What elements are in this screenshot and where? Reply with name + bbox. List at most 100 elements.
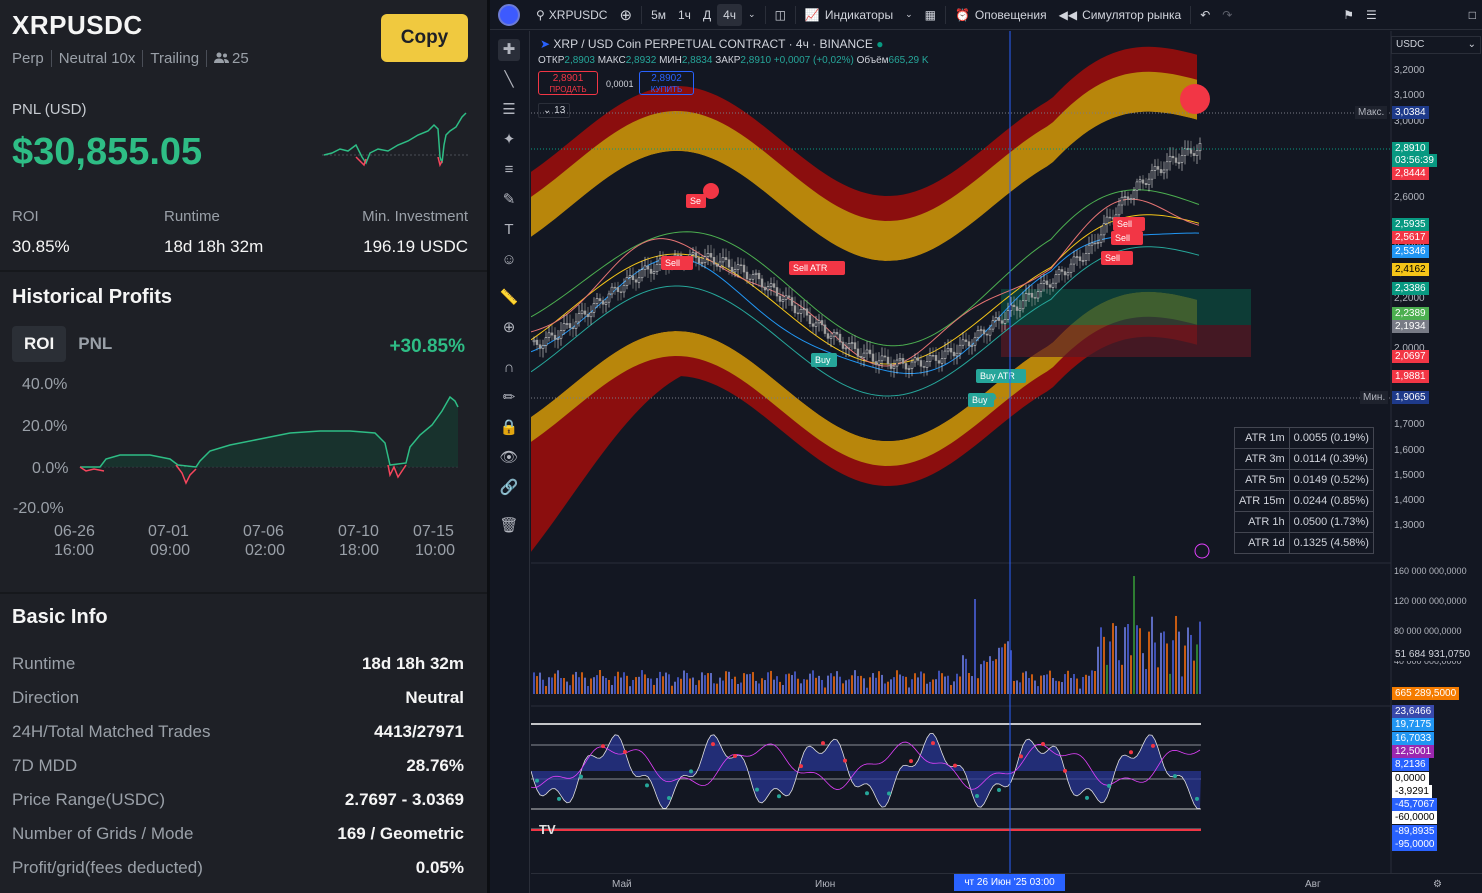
volume-bar <box>860 675 862 694</box>
candle <box>820 320 824 326</box>
candle <box>1198 143 1202 152</box>
square-icon: □ <box>1468 7 1476 22</box>
settings-button[interactable]: ☰ <box>1360 0 1383 30</box>
volume-bar <box>1046 674 1048 694</box>
candle <box>748 278 752 281</box>
atr-row: ATR 1m 0.0055 (0.19%) <box>1234 427 1374 449</box>
tab-pnl[interactable]: PNL <box>78 334 113 353</box>
volume-bar <box>1178 631 1180 694</box>
copy-button[interactable]: Copy <box>381 14 468 62</box>
plus-circle-icon: ⊕ <box>619 6 633 24</box>
settings-icon[interactable]: ⚙ <box>1433 879 1442 890</box>
link-icon[interactable]: 🔗 <box>499 479 519 496</box>
indicators-button[interactable]: 📈 Индикаторы ⌄ <box>804 7 913 22</box>
long-zone <box>1001 289 1251 325</box>
currency-select[interactable]: USDC ⌄ <box>1391 36 1481 54</box>
layouts-button[interactable]: ▦ <box>919 0 942 30</box>
volume-bar <box>1169 673 1171 694</box>
lock-icon[interactable]: 🔒 <box>499 419 519 436</box>
volume-bar <box>755 680 757 694</box>
volume-bar <box>812 670 814 694</box>
level-tag: 1,9881 <box>1392 370 1429 383</box>
volume-bar <box>839 676 841 694</box>
sell-label: Sell <box>1111 231 1143 245</box>
candle <box>904 363 908 370</box>
magnet-icon[interactable]: ∩ <box>503 359 515 376</box>
info-row-grids: Number of Grids / Mode 169 / Geometric <box>12 824 464 843</box>
buy-button[interactable]: 2,8902 КУПИТЬ <box>639 71 694 95</box>
pencil-lock-icon[interactable]: ✏ <box>502 389 516 406</box>
candle <box>952 351 956 357</box>
emoji-icon[interactable]: ☺ <box>501 251 517 268</box>
spread-value: 0,0001 <box>606 79 634 89</box>
brush-icon[interactable]: ✎ <box>502 191 516 208</box>
candle <box>790 297 794 306</box>
tab-roi[interactable]: ROI <box>12 326 67 362</box>
text-tool-icon[interactable]: T <box>504 221 514 238</box>
osc-dot <box>1019 754 1023 759</box>
replay-button[interactable]: ◀◀ Симулятор рынка <box>1058 7 1182 22</box>
volume-bars <box>533 576 1201 694</box>
indicators-collapse[interactable]: ⌄ 13 <box>538 103 571 118</box>
trading-panel-button[interactable]: ⚑ <box>1337 0 1360 30</box>
lightning-icon[interactable] <box>1194 543 1210 559</box>
ruler-icon[interactable]: 📏 <box>499 289 519 306</box>
candle <box>706 253 710 257</box>
tf-1d[interactable]: Д <box>702 7 712 22</box>
candle <box>910 361 914 369</box>
volume-bar <box>692 677 694 694</box>
volume-bar <box>557 670 559 694</box>
volume-bar <box>680 678 682 694</box>
candle <box>811 323 815 327</box>
redo-button[interactable]: ↷ <box>1216 0 1238 30</box>
volume-tick: 40 000 000,0000 <box>1394 656 1462 666</box>
volume-bar <box>917 677 919 694</box>
volume-bar <box>899 674 901 694</box>
volume-bar <box>563 677 565 694</box>
crosshair-icon[interactable]: ✚ <box>498 39 520 61</box>
candle <box>574 321 578 329</box>
candle <box>808 315 812 324</box>
buy-dot <box>988 393 996 401</box>
eye-icon[interactable]: 👁 <box>499 449 519 466</box>
volume-bar <box>995 659 997 694</box>
compare-symbol-button[interactable]: ⊕ <box>613 0 638 30</box>
fib-icon[interactable]: ≡ <box>504 161 514 178</box>
volume-bar <box>701 672 703 694</box>
volume-bar <box>1055 680 1057 694</box>
candle <box>628 275 632 278</box>
candle <box>1093 242 1097 245</box>
chart-type-button[interactable]: ◫ <box>769 0 792 30</box>
tf-4h[interactable]: 4ч <box>717 3 743 26</box>
volume-bar <box>683 670 685 694</box>
volume-bar <box>968 673 970 694</box>
price-chart[interactable]: Sell ATR Sell Se Buy Buy ATR Buy Sell SellSell … <box>531 31 1482 873</box>
alerts-button[interactable]: ⏰ Оповещения <box>954 7 1047 22</box>
trend-line-icon[interactable]: ╲ <box>504 71 514 88</box>
candle <box>547 332 551 338</box>
alert-marker[interactable] <box>1180 84 1210 114</box>
candle <box>919 360 923 367</box>
candle <box>889 363 893 369</box>
zoom-in-icon[interactable]: ⊕ <box>502 319 516 336</box>
user-avatar[interactable] <box>498 3 520 26</box>
candle <box>1003 319 1007 324</box>
time-axis[interactable]: Май Июн Авг ⚙ <box>531 873 1482 893</box>
sell-button[interactable]: 2,8901 ПРОДАТЬ <box>538 71 598 95</box>
horizontal-lines-icon[interactable]: ☰ <box>502 101 516 118</box>
level-tag: 2,5346 <box>1392 245 1429 258</box>
candle <box>892 365 896 369</box>
trading-chart-app: ⚲ XRPUSDC ⊕ 5м 1ч Д 4ч ⌄ ◫ 📈 Индикаторы ⌄ ▦… <box>490 0 1482 893</box>
undo-button[interactable]: ↶ <box>1194 0 1216 30</box>
symbol-search[interactable]: ⚲ XRPUSDC <box>536 7 608 22</box>
trash-icon[interactable]: 🗑 <box>499 517 519 534</box>
tf-dropdown[interactable]: ⌄ <box>742 0 762 30</box>
volume-bar <box>1085 674 1087 694</box>
candle <box>1078 256 1082 261</box>
candle <box>943 350 947 359</box>
fullscreen-button[interactable]: □ <box>1463 0 1482 30</box>
volume-bar <box>596 675 598 694</box>
pitchfork-icon[interactable]: ✦ <box>502 131 516 148</box>
tf-5m[interactable]: 5м <box>651 7 666 22</box>
tf-1h[interactable]: 1ч <box>678 7 691 22</box>
